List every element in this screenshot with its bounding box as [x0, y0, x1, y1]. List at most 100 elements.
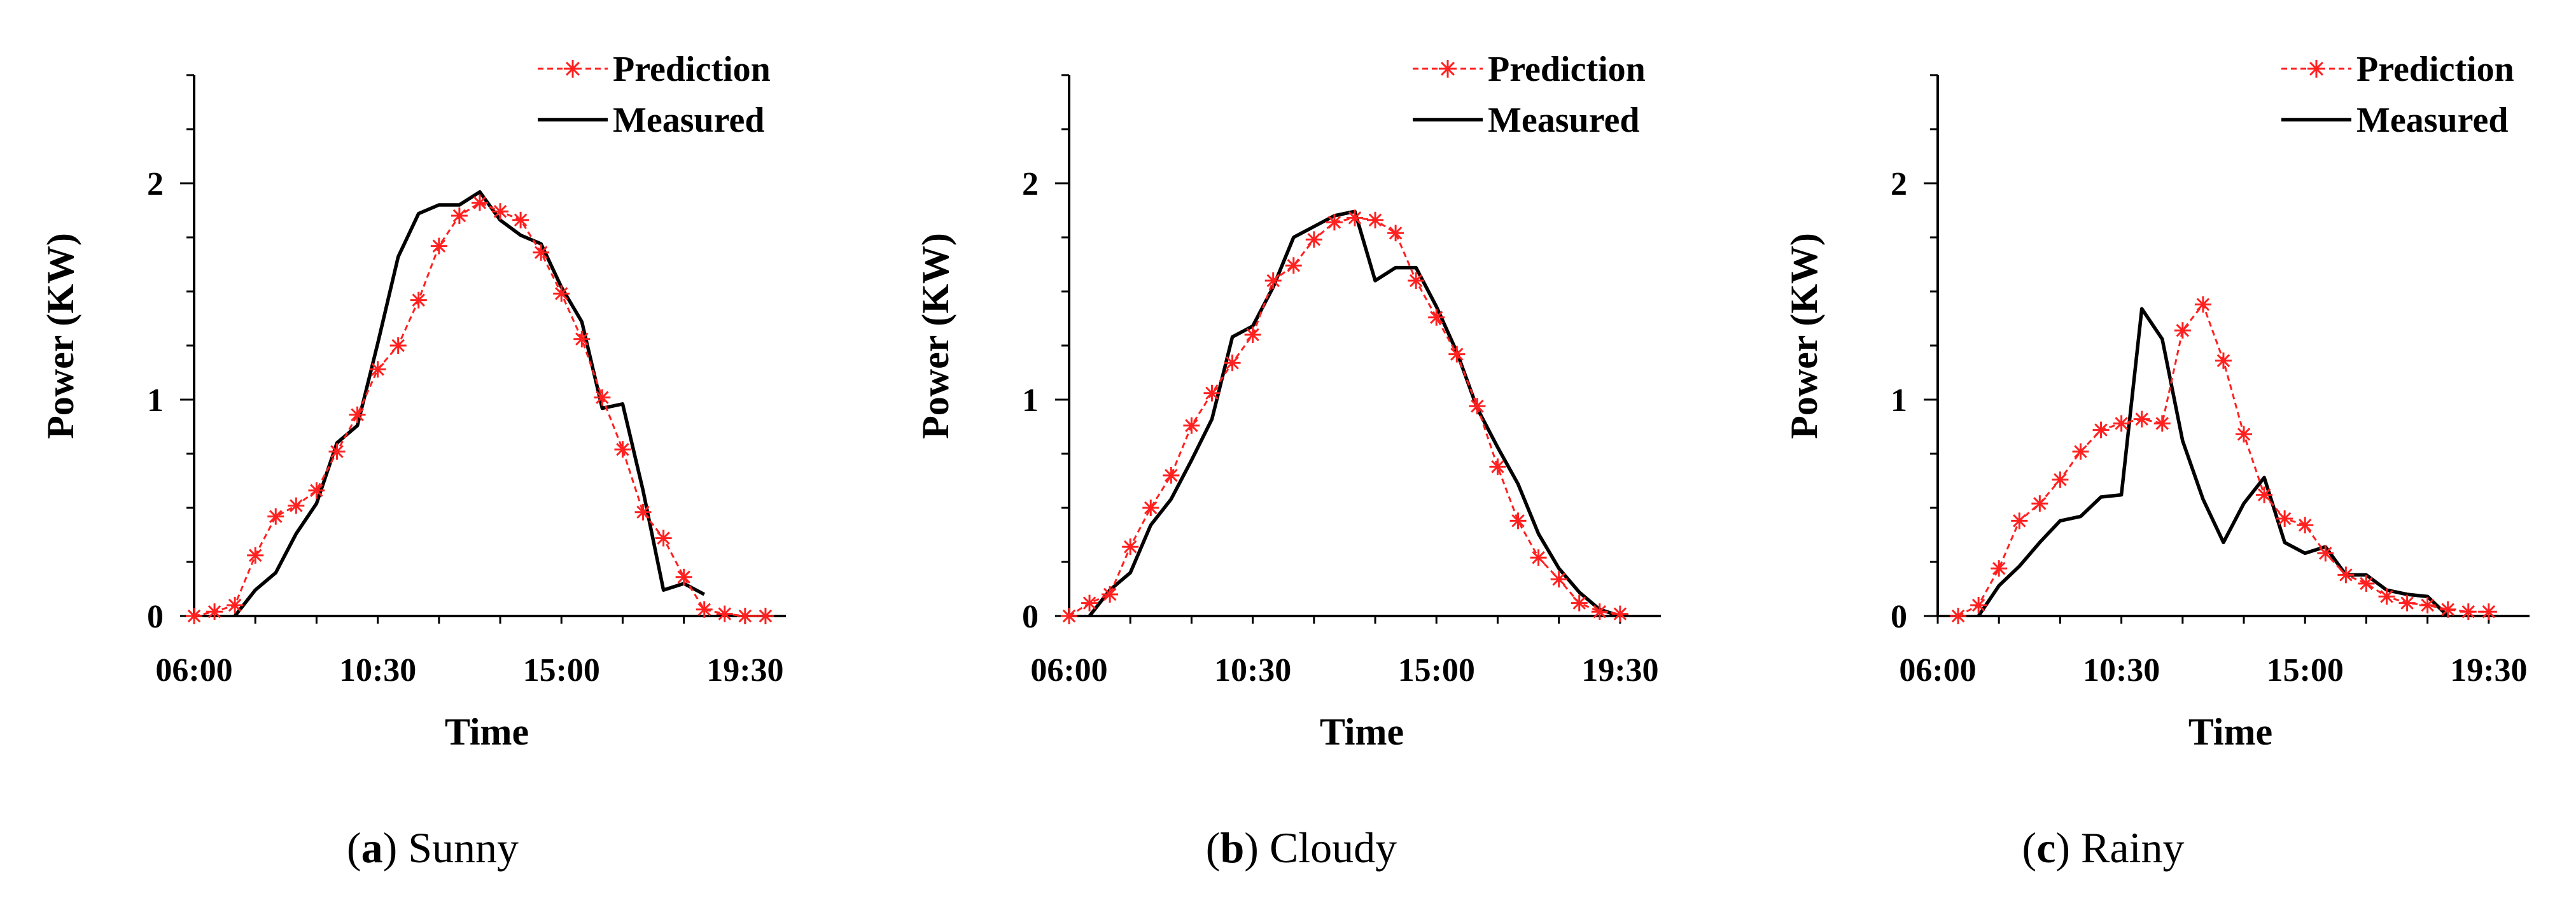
prediction-marker	[267, 508, 284, 525]
legend-prediction-marker	[2307, 60, 2325, 78]
prediction-marker	[1408, 272, 1425, 289]
prediction-marker	[1367, 211, 1384, 228]
prediction-marker	[2052, 471, 2069, 488]
prediction-marker	[1550, 571, 1567, 588]
prediction-marker	[1264, 272, 1282, 289]
caption-label: Cloudy	[1270, 823, 1397, 872]
y-tick-label: 0	[1891, 599, 1907, 635]
legend-prediction-marker	[564, 60, 582, 78]
legend-measured-label: Measured	[1488, 101, 1640, 140]
prediction-marker	[349, 406, 366, 423]
prediction-series-line	[1068, 216, 1621, 617]
prediction-marker	[2460, 603, 2477, 620]
prediction-marker	[2194, 296, 2211, 313]
prediction-marker	[2337, 566, 2355, 584]
prediction-marker	[1530, 549, 1547, 566]
y-tick-label: 2	[147, 166, 164, 202]
prediction-marker	[1285, 257, 1302, 274]
prediction-marker	[1081, 594, 1098, 612]
prediction-marker	[2215, 352, 2232, 369]
x-tick-label: 10:30	[339, 652, 416, 689]
x-tick-label: 06:00	[155, 652, 232, 689]
x-tick-label: 19:30	[2450, 652, 2527, 689]
prediction-marker	[1326, 214, 1343, 231]
caption-letter: c	[2036, 823, 2055, 872]
prediction-marker	[1571, 594, 1588, 612]
prediction-marker	[1163, 467, 1180, 484]
y-tick-label: 2	[1891, 166, 1907, 202]
panel-caption: (a) Sunny	[347, 823, 519, 872]
caption-label: Rainy	[2081, 823, 2184, 872]
prediction-marker	[2011, 512, 2028, 529]
prediction-marker	[1611, 605, 1628, 622]
prediction-marker	[2174, 322, 2191, 339]
prediction-marker	[2276, 510, 2293, 527]
x-tick-label: 10:30	[2083, 652, 2160, 689]
legend-prediction-label: Prediction	[1488, 50, 1646, 89]
caption-label: Sunny	[408, 823, 519, 872]
x-tick-label: 10:30	[1214, 652, 1291, 689]
panel-rainy: 0 1 2 06:00 10:30 15:00 19:30 Time Power (KW) Pre…	[1783, 50, 2530, 872]
y-tick-label: 1	[147, 382, 164, 419]
prediction-marker	[1591, 603, 1608, 620]
prediction-marker	[2113, 415, 2130, 432]
prediction-marker	[2133, 410, 2150, 428]
prediction-marker	[328, 443, 346, 460]
caption-letter: a	[361, 823, 383, 872]
prediction-marker	[2439, 601, 2456, 618]
prediction-marker	[1102, 586, 1119, 603]
prediction-marker	[2236, 426, 2253, 443]
y-tick-label: 1	[1022, 382, 1039, 419]
x-axis-title: Time	[1320, 711, 1404, 753]
prediction-marker	[512, 211, 529, 228]
prediction-marker	[757, 608, 774, 624]
prediction-marker	[471, 194, 488, 211]
prediction-marker	[1991, 560, 2008, 577]
prediction-marker	[1061, 608, 1077, 624]
caption-letter: b	[1220, 823, 1244, 872]
prediction-series-line	[1957, 302, 2489, 617]
y-axis-title: Power (KW)	[39, 233, 81, 439]
prediction-marker	[389, 337, 407, 354]
legend-measured-label: Measured	[2356, 101, 2509, 140]
y-axis-title: Power (KW)	[1783, 233, 1825, 439]
panel-sunny: 0 1 2 06:00 10:30 15:00 19:30 Time Power (KW) Pre…	[39, 50, 786, 872]
prediction-marker	[573, 330, 591, 347]
prediction-marker	[492, 203, 509, 220]
prediction-marker	[736, 608, 753, 624]
x-tick-label: 15:00	[523, 652, 600, 689]
prediction-marker	[1142, 500, 1159, 516]
prediction-marker	[227, 597, 244, 613]
prediction-marker	[2317, 545, 2334, 562]
prediction-marker	[2378, 588, 2395, 605]
x-axis-title: Time	[2188, 711, 2272, 753]
prediction-marker	[1305, 231, 1322, 248]
prediction-marker	[634, 503, 652, 521]
prediction-marker	[410, 291, 427, 309]
y-axis-title: Power (KW)	[914, 233, 956, 439]
prediction-marker	[2297, 517, 2314, 534]
prediction-marker	[186, 608, 202, 624]
prediction-marker	[1428, 309, 1445, 326]
prediction-marker	[553, 285, 570, 302]
prediction-marker	[716, 605, 733, 622]
prediction-marker	[288, 497, 305, 514]
prediction-marker	[369, 361, 386, 378]
prediction-marker	[594, 389, 611, 406]
legend-prediction-label: Prediction	[613, 50, 771, 89]
prediction-marker	[1387, 225, 1404, 242]
prediction-marker	[1183, 417, 1200, 434]
measured-series-line	[1977, 307, 2449, 617]
x-tick-label: 19:30	[706, 652, 783, 689]
prediction-marker	[1122, 538, 1139, 556]
prediction-marker	[1448, 346, 1466, 363]
prediction-marker	[308, 482, 325, 499]
prediction-series-line	[193, 201, 766, 617]
prediction-marker	[1509, 512, 1527, 529]
prediction-marker	[2398, 594, 2416, 612]
prediction-marker	[2092, 421, 2110, 438]
prediction-marker	[2153, 415, 2171, 432]
measured-series-line	[233, 190, 705, 617]
x-tick-label: 06:00	[1899, 652, 1976, 689]
